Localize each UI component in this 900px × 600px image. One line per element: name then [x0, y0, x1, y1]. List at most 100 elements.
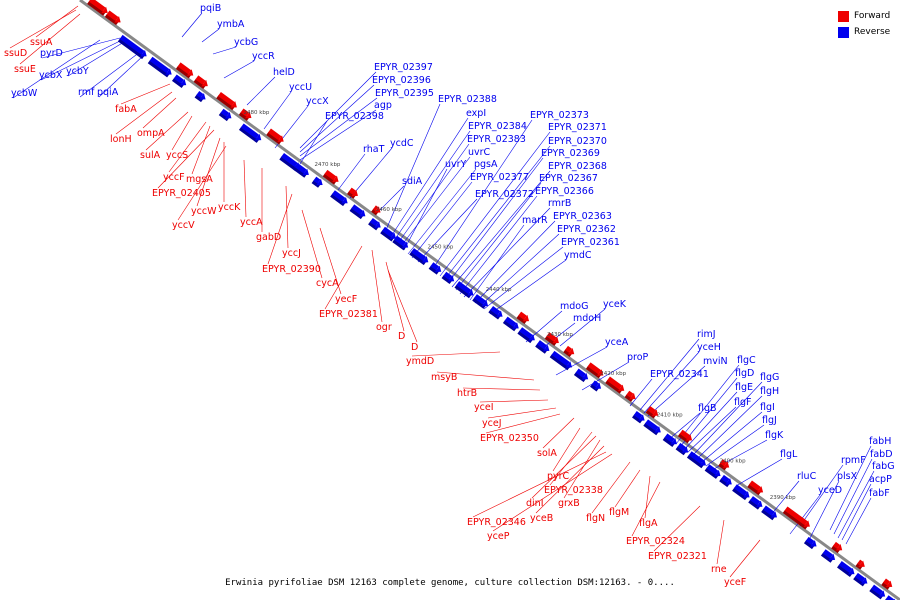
reverse-leader-line: [407, 168, 477, 255]
forward-leader-line: [157, 129, 215, 189]
forward-gene-label-ycck: yccK: [218, 202, 241, 213]
reverse-leader-line: [581, 361, 630, 391]
reverse-leader-line: [683, 391, 738, 451]
gene-feature-6: [218, 108, 232, 122]
gene-feature-35: [590, 380, 602, 392]
reverse-gene-label-epyr-02362: EPYR_02362: [557, 224, 616, 235]
reverse-leader-line: [212, 46, 237, 55]
tick-label: 2450 kbp: [428, 245, 454, 251]
tick-label: 2410 kbp: [657, 412, 683, 418]
gene-feature-37: [544, 332, 559, 346]
forward-leader-line: [177, 145, 227, 221]
legend-reverse-label: Reverse: [854, 27, 891, 37]
forward-leader-line: [542, 417, 575, 449]
gene-feature-58: [820, 549, 836, 563]
reverse-leader-line: [391, 117, 469, 236]
gene-feature-11: [238, 108, 252, 121]
gene-feature-19: [380, 226, 397, 242]
forward-leader-line: [614, 469, 641, 508]
forward-gene-label-ycca: yccA: [240, 217, 263, 228]
gene-feature-38: [563, 345, 575, 358]
reverse-gene-label-epyr-02371: EPYR_02371: [548, 122, 607, 133]
forward-leader-line: [462, 387, 541, 391]
reverse-leader-line: [789, 494, 821, 535]
reverse-gene-label-prop: proP: [627, 352, 649, 363]
reverse-swatch: [838, 26, 849, 38]
forward-leader-line: [535, 445, 605, 514]
reverse-leader-line: [181, 12, 203, 38]
reverse-leader-line: [647, 365, 706, 417]
forward-gene-label-yccw: yccW: [191, 206, 217, 217]
gene-feature-64: [855, 559, 865, 570]
gene-feature-5: [194, 90, 206, 103]
gene-feature-51: [761, 505, 778, 521]
gene-feature-10: [216, 91, 237, 111]
reverse-gene-label-pgsa: pgsA: [474, 159, 498, 170]
reverse-gene-label-uvry: uvrY: [445, 159, 467, 170]
forward-gene-label-sula: sulA: [140, 150, 161, 161]
legend: Forward Reverse: [838, 8, 896, 40]
reverse-leader-line: [431, 119, 533, 271]
gene-feature-40: [605, 376, 625, 394]
reverse-gene-label-fabg: fabG: [872, 461, 895, 472]
reverse-leader-line: [643, 351, 700, 414]
gene-feature-54: [718, 459, 730, 471]
reverse-leader-line: [385, 103, 441, 231]
reverse-leader-line: [79, 51, 141, 98]
forward-leader-line: [644, 475, 651, 519]
forward-gene-label-gabd: gabD: [256, 232, 281, 243]
reverse-leader-line: [559, 308, 606, 347]
reverse-leader-line: [701, 411, 763, 463]
forward-gene-label-epyr-02321: EPYR_02321: [648, 551, 707, 562]
gene-feature-27: [454, 281, 474, 299]
reverse-leader-line: [67, 41, 125, 77]
tick-label: 2390 kbp: [770, 495, 796, 501]
reverse-gene-label-rpmf: rpmF: [841, 455, 866, 466]
gene-feature-18: [368, 217, 381, 231]
forward-gene-label-cyca: cycA: [316, 278, 339, 289]
reverse-gene-label-fabh: fabH: [869, 436, 891, 447]
reverse-leader-line: [455, 182, 542, 291]
forward-swatch: [838, 10, 849, 22]
forward-gene-label-epyr-02405: EPYR_02405: [152, 188, 211, 199]
gene-feature-34: [573, 368, 589, 383]
forward-leader-line: [168, 121, 207, 173]
reverse-gene-label-mdog: mdoG: [560, 301, 588, 312]
tick-label: 2400 kbp: [720, 458, 746, 464]
gene-feature-15: [311, 176, 323, 188]
forward-leader-line: [243, 159, 247, 218]
reverse-gene-label-ycby: ycbY: [66, 66, 89, 77]
reverse-gene-label-epyr-02370: EPYR_02370: [548, 136, 607, 147]
gene-feature-14: [293, 163, 309, 178]
reverse-gene-label-epyr-02361: EPYR_02361: [561, 237, 620, 248]
reverse-leader-line: [337, 153, 366, 191]
forward-gene-label-pyrc: pyrC: [547, 471, 570, 482]
forward-leader-line: [492, 453, 613, 532]
forward-gene-label-msyb: msyB: [431, 372, 457, 383]
gene-feature-1: [104, 10, 121, 26]
reverse-gene-label-rmf: rmf: [78, 87, 95, 98]
forward-gene-label-ycej: yceJ: [482, 418, 502, 429]
reverse-gene-label-plsx: plsX: [837, 471, 858, 482]
forward-gene-label-htrb: htrB: [457, 388, 477, 399]
reverse-gene-label-marr: marR: [522, 215, 548, 226]
reverse-gene-label-flgk: flgK: [765, 430, 784, 441]
forward-leader-line: [716, 519, 725, 565]
forward-gene-label-ycef: yceF: [724, 577, 746, 588]
reverse-gene-label-uvrc: uvrC: [468, 147, 491, 158]
reverse-gene-label-yceh: yceH: [697, 342, 721, 353]
reverse-leader-line: [411, 181, 473, 259]
forward-leader-line: [387, 269, 418, 343]
forward-gene-label-epyr-02338: EPYR_02338: [544, 485, 603, 496]
forward-gene-label-d: D: [398, 331, 405, 342]
reverse-gene-label-ycea: yceA: [605, 337, 629, 348]
forward-gene-label-ycei: yceI: [474, 402, 494, 413]
reverse-leader-line: [400, 156, 471, 247]
reverse-gene-label-epyr-02383: EPYR_02383: [467, 134, 526, 145]
gene-feature-12: [266, 128, 284, 145]
reverse-gene-label-fabf: fabF: [869, 488, 890, 499]
reverse-leader-line: [799, 464, 844, 527]
forward-gene-label-epyr-02390: EPYR_02390: [262, 264, 321, 275]
forward-leader-line: [191, 125, 211, 175]
